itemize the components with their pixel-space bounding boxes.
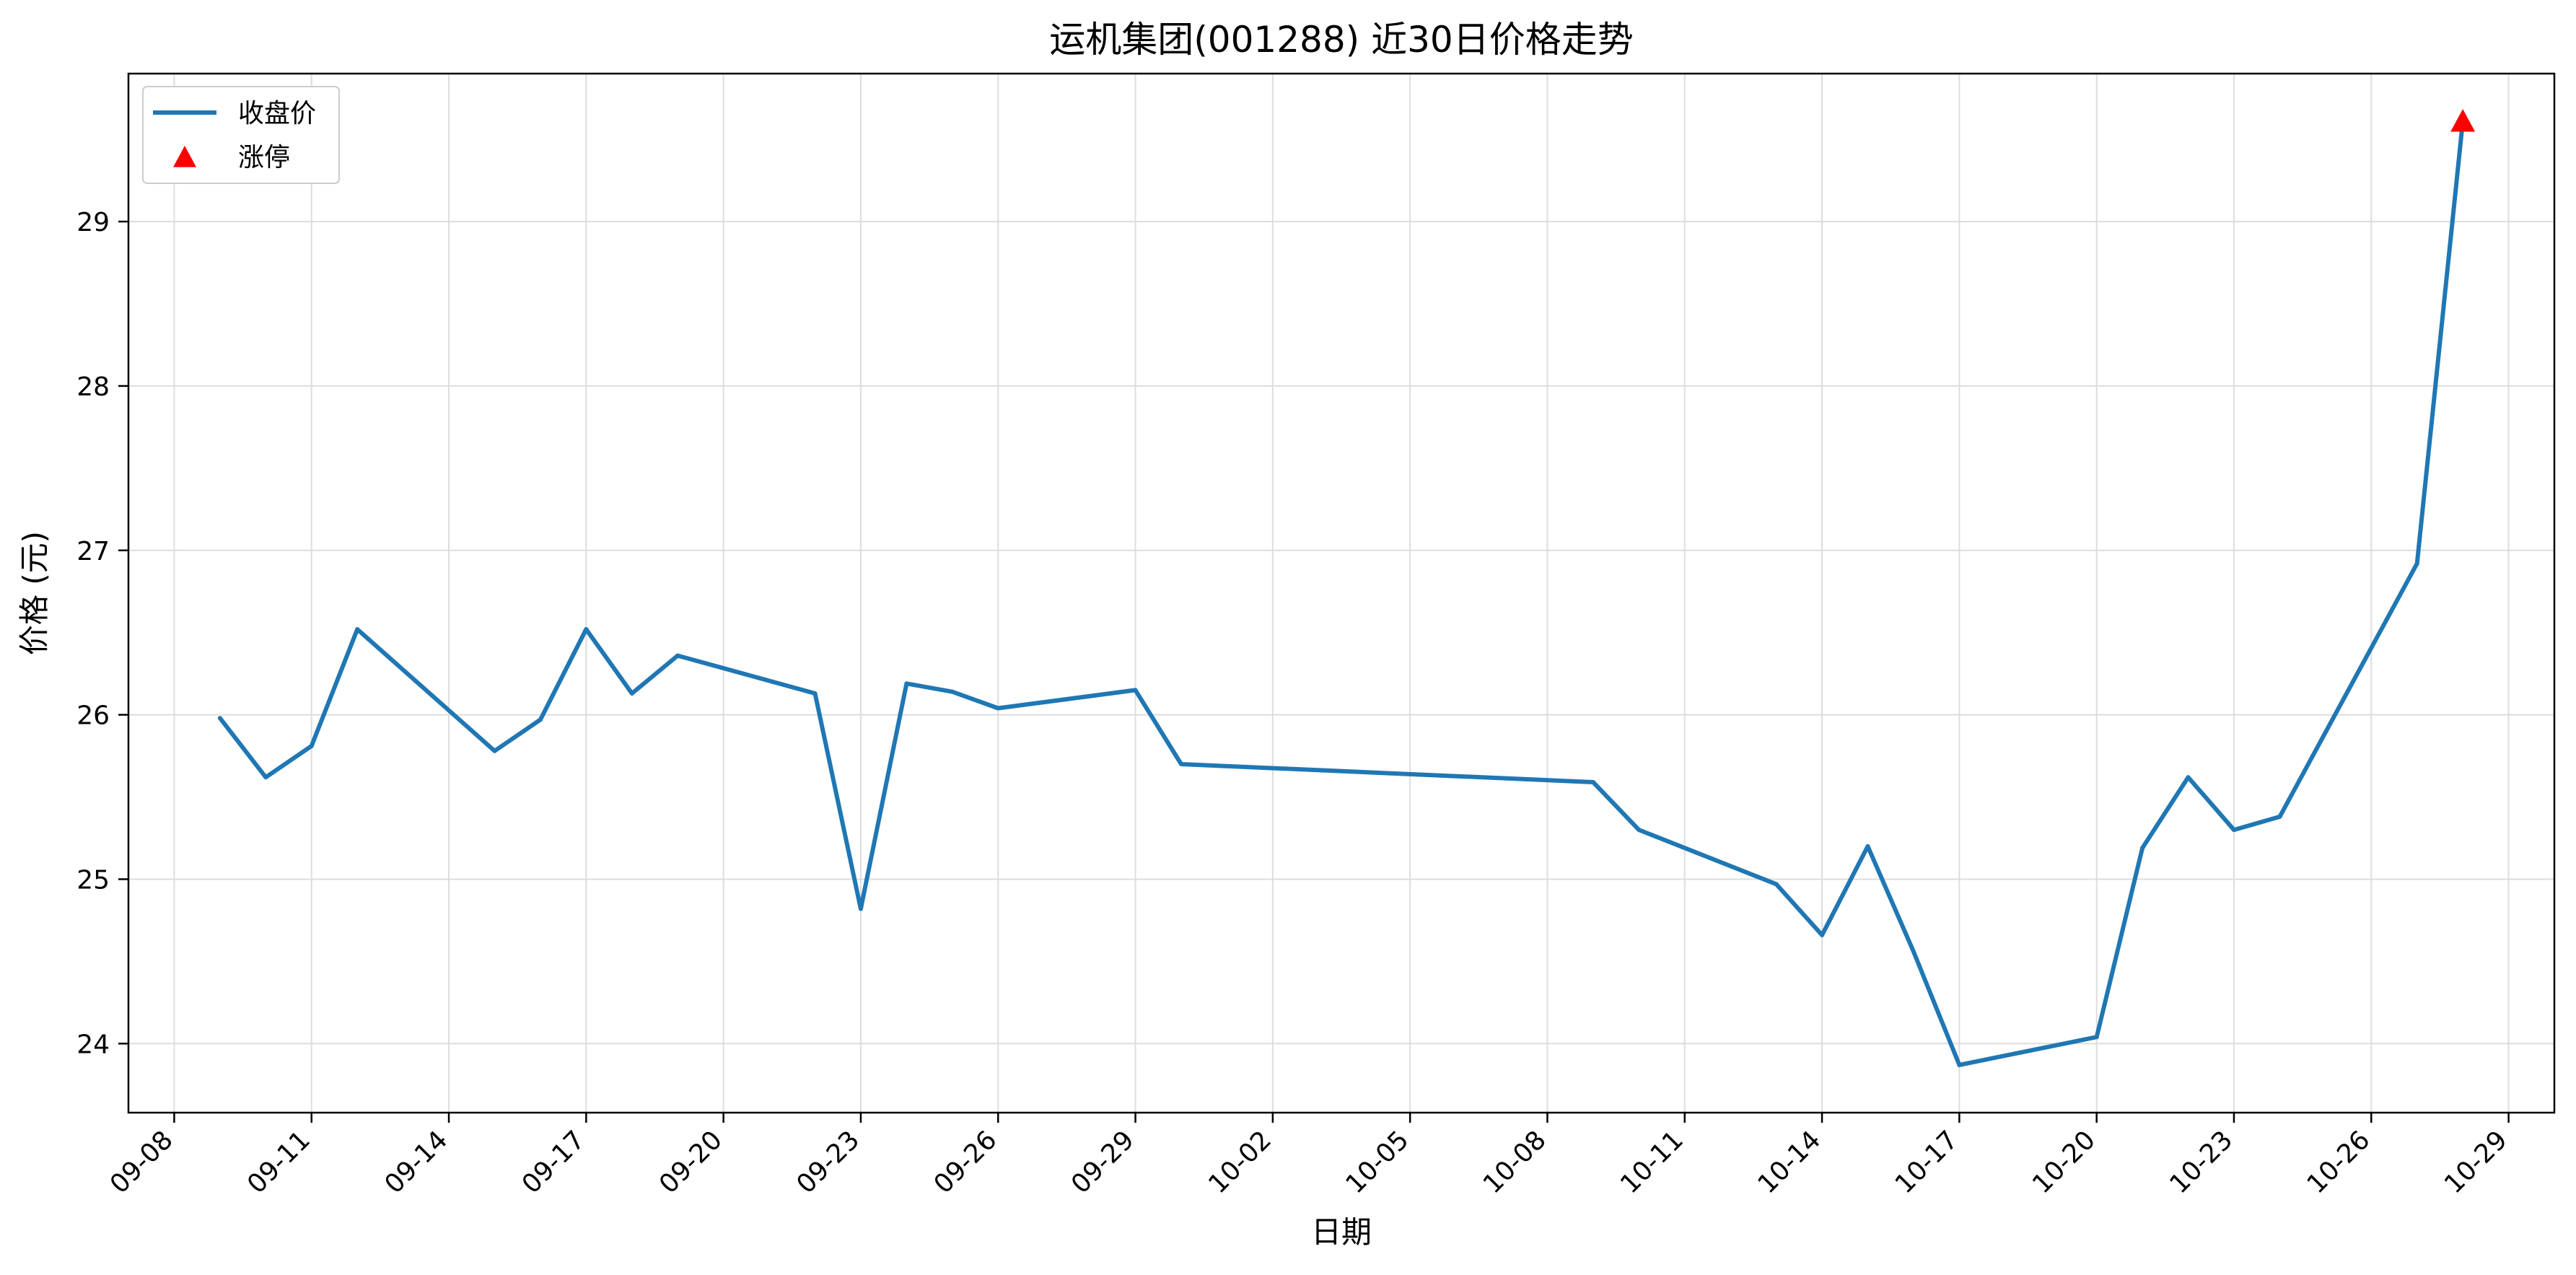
data-point-close-price (217, 716, 222, 721)
data-point-close-price (1133, 688, 1138, 693)
legend-entry-close-price: 收盘价 (238, 99, 316, 128)
x-axis-label: 日期 (1311, 1214, 1372, 1250)
data-point-close-price (263, 775, 268, 780)
y-tick-label: 24 (76, 1030, 110, 1059)
y-tick-label: 29 (76, 208, 110, 237)
data-point-close-price (675, 653, 680, 658)
data-point-close-price (2414, 561, 2419, 566)
data-point-close-price (1820, 932, 1825, 937)
series-line-close-price (218, 121, 2466, 1067)
data-point-close-price (1774, 882, 1779, 887)
data-point-close-price (538, 717, 543, 722)
data-point-close-price (2231, 828, 2236, 833)
legend-triangle-swatch (173, 146, 196, 167)
y-axis: 24 25 26 27 28 29 (76, 208, 128, 1059)
data-point-close-price (1637, 828, 1642, 833)
limit-up-marker (2450, 109, 2476, 132)
data-point-close-price (2140, 846, 2145, 851)
y-tick-label: 25 (76, 865, 110, 895)
data-point-close-price (1590, 780, 1595, 785)
legend-entry-limit-up: 涨停 (238, 143, 290, 172)
data-point-close-price (1911, 949, 1916, 954)
data-point-close-price (1865, 844, 1870, 849)
data-point-close-price (858, 906, 863, 911)
plot-frame (127, 72, 2556, 1114)
y-tick-label: 28 (76, 372, 110, 402)
data-point-close-price (1957, 1062, 1962, 1067)
data-point-close-price (812, 691, 818, 696)
data-point-close-price (2277, 814, 2282, 819)
data-point-close-price (2186, 775, 2191, 780)
data-point-close-price (584, 627, 589, 632)
y-tick-label: 26 (76, 701, 110, 731)
data-point-close-price (355, 627, 360, 632)
data-point-close-price (309, 743, 314, 748)
data-point-close-price (492, 748, 497, 753)
data-point-close-price (629, 691, 634, 696)
grid-lines (128, 74, 2554, 1113)
data-point-close-price (2094, 1035, 2099, 1040)
data-point-close-price (904, 681, 909, 686)
chart-title: 运机集团(001288) 近30日价格走势 (1049, 19, 1633, 61)
y-tick-label: 27 (76, 537, 110, 566)
data-point-close-price (950, 689, 955, 694)
data-point-close-price (996, 706, 1001, 711)
data-point-close-price (1178, 761, 1183, 766)
series-layer (217, 109, 2476, 1067)
legend: 收盘价 涨停 (142, 86, 340, 184)
y-axis-label: 价格 (元) (17, 531, 52, 655)
